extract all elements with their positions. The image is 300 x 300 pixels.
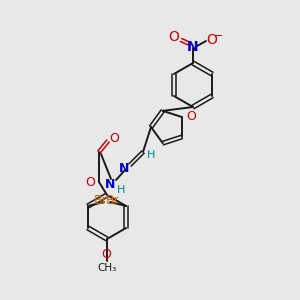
Text: N: N (119, 163, 129, 176)
Text: O: O (85, 176, 95, 190)
Text: CH₃: CH₃ (98, 263, 117, 273)
Text: O: O (109, 131, 119, 145)
Text: H: H (117, 185, 125, 195)
Text: Br: Br (106, 194, 120, 208)
Text: O: O (207, 33, 218, 47)
Text: N: N (187, 40, 199, 54)
Text: O: O (186, 110, 196, 122)
Text: −: − (214, 31, 224, 41)
Text: O: O (169, 30, 179, 44)
Text: Br: Br (94, 194, 108, 208)
Text: H: H (147, 150, 155, 160)
Text: N: N (105, 178, 115, 190)
Text: O: O (101, 248, 111, 262)
